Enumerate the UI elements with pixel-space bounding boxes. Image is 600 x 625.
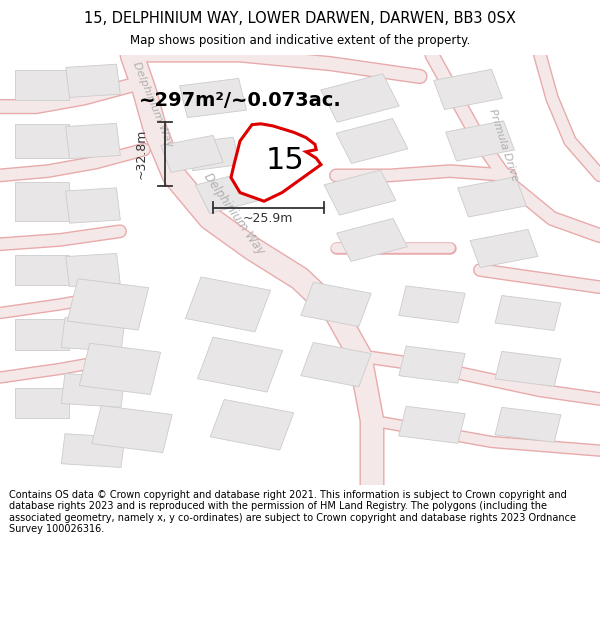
Polygon shape (79, 343, 161, 394)
Polygon shape (470, 229, 538, 268)
Polygon shape (321, 74, 399, 122)
Polygon shape (92, 406, 172, 452)
Polygon shape (336, 119, 408, 164)
Polygon shape (67, 279, 149, 330)
Polygon shape (301, 282, 371, 327)
Polygon shape (399, 286, 465, 323)
Polygon shape (458, 177, 526, 217)
Polygon shape (15, 70, 69, 100)
Polygon shape (186, 137, 240, 171)
Polygon shape (399, 346, 465, 383)
Text: 15: 15 (266, 146, 304, 175)
Polygon shape (301, 342, 371, 387)
Polygon shape (65, 123, 121, 159)
Text: Primula Drive: Primula Drive (488, 107, 520, 183)
Polygon shape (399, 406, 465, 443)
Polygon shape (15, 319, 69, 349)
Polygon shape (197, 337, 283, 392)
Polygon shape (495, 296, 561, 331)
Polygon shape (231, 124, 321, 201)
Polygon shape (495, 408, 561, 442)
Polygon shape (196, 172, 260, 213)
Polygon shape (434, 69, 502, 109)
Text: ~32.8m: ~32.8m (134, 129, 148, 179)
Polygon shape (337, 218, 407, 261)
Polygon shape (15, 388, 69, 418)
Polygon shape (161, 136, 223, 172)
Text: Map shows position and indicative extent of the property.: Map shows position and indicative extent… (130, 34, 470, 47)
Text: Delphinium Way: Delphinium Way (201, 171, 267, 258)
Polygon shape (15, 182, 69, 221)
Polygon shape (61, 374, 125, 408)
Polygon shape (15, 124, 69, 158)
Polygon shape (210, 399, 294, 450)
Polygon shape (66, 253, 120, 287)
Polygon shape (185, 277, 271, 332)
Polygon shape (66, 64, 120, 98)
Text: 15, DELPHINIUM WAY, LOWER DARWEN, DARWEN, BB3 0SX: 15, DELPHINIUM WAY, LOWER DARWEN, DARWEN… (84, 11, 516, 26)
Polygon shape (324, 170, 396, 215)
Polygon shape (446, 121, 514, 161)
Text: ~25.9m: ~25.9m (243, 212, 293, 225)
Polygon shape (61, 318, 125, 351)
Polygon shape (65, 188, 121, 223)
Polygon shape (15, 255, 69, 285)
Text: Delphinium Way: Delphinium Way (131, 60, 175, 149)
Polygon shape (61, 434, 125, 468)
Polygon shape (495, 351, 561, 386)
Polygon shape (179, 78, 247, 118)
Text: Contains OS data © Crown copyright and database right 2021. This information is : Contains OS data © Crown copyright and d… (9, 489, 576, 534)
Text: ~297m²/~0.073ac.: ~297m²/~0.073ac. (139, 91, 341, 109)
